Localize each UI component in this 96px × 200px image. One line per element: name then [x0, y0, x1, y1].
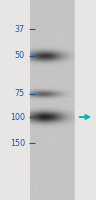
Text: 75: 75: [15, 90, 25, 98]
Text: 37: 37: [15, 24, 25, 33]
Text: 50: 50: [15, 51, 25, 60]
Bar: [0, 0, 30, 200]
Text: 150: 150: [10, 138, 25, 148]
Text: 100: 100: [10, 112, 25, 121]
Bar: [75, 0, 96, 200]
